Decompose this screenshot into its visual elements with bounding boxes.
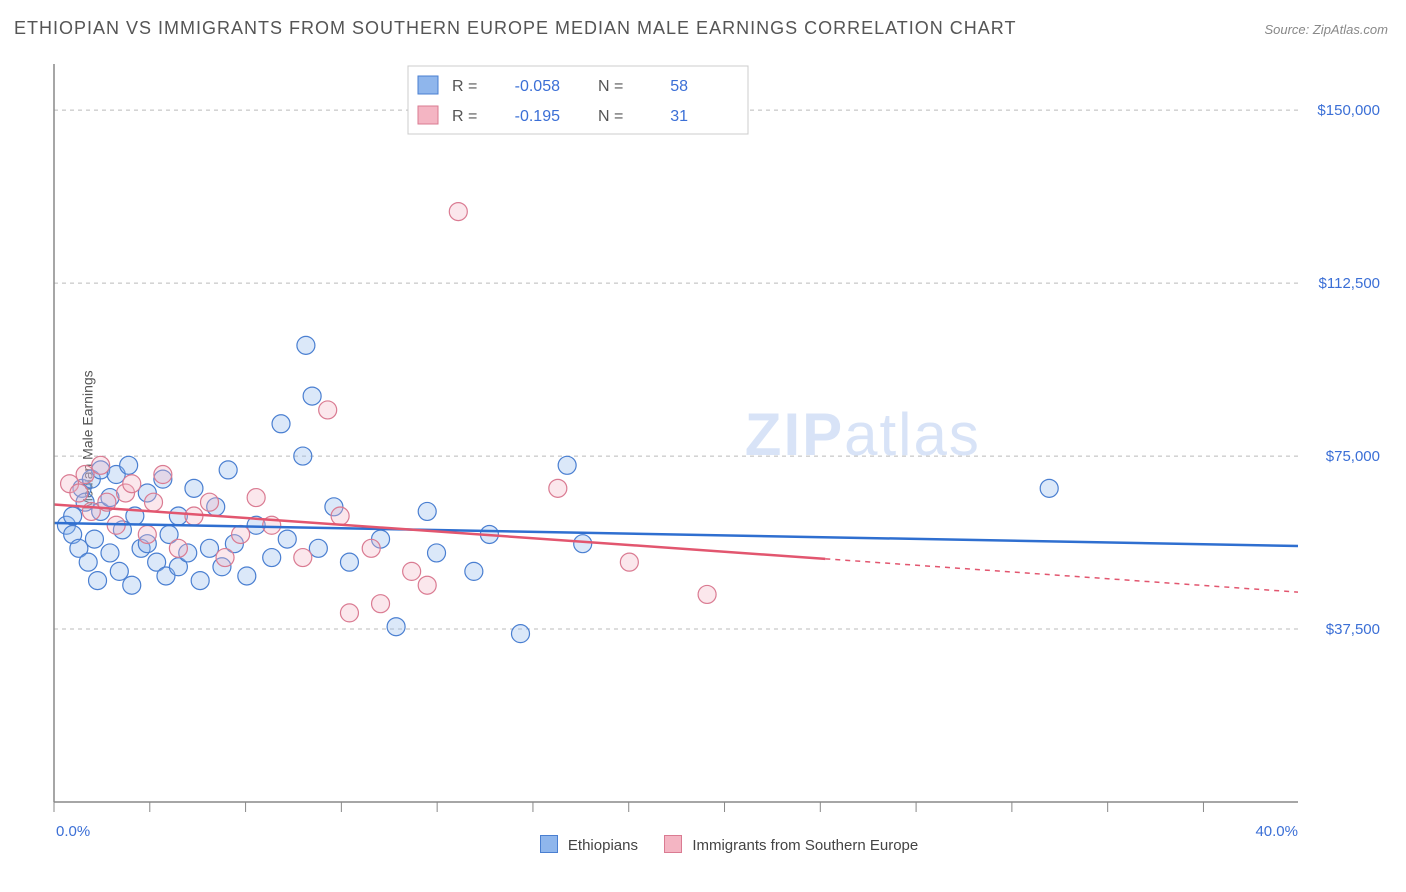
legend-swatch-southern-europe — [664, 835, 682, 853]
stats-r-label: R = — [452, 78, 477, 95]
data-point — [154, 466, 172, 484]
data-point — [331, 507, 349, 525]
data-point — [85, 530, 103, 548]
data-point — [340, 604, 358, 622]
data-point — [191, 572, 209, 590]
y-tick-label: $37,500 — [1326, 621, 1380, 638]
data-point — [362, 539, 380, 557]
data-point — [70, 484, 88, 502]
data-point — [169, 539, 187, 557]
stats-n-value: 58 — [670, 78, 688, 95]
legend-label-ethiopians: Ethiopians — [568, 837, 638, 854]
data-point — [558, 456, 576, 474]
data-point — [294, 549, 312, 567]
data-point — [574, 535, 592, 553]
y-tick-label: $150,000 — [1317, 102, 1380, 119]
y-tick-label: $75,000 — [1326, 448, 1380, 465]
legend-label-southern-europe: Immigrants from Southern Europe — [692, 837, 918, 854]
data-point — [232, 525, 250, 543]
data-point — [219, 461, 237, 479]
data-point — [278, 530, 296, 548]
data-point — [303, 387, 321, 405]
source-value: ZipAtlas.com — [1313, 22, 1388, 37]
data-point — [138, 525, 156, 543]
data-point — [465, 562, 483, 580]
data-point — [372, 595, 390, 613]
stats-r-label: R = — [452, 108, 477, 125]
plot-area: Median Male Earnings $37,500$75,000$112,… — [48, 60, 1388, 820]
data-point — [238, 567, 256, 585]
data-point — [1040, 479, 1058, 497]
data-point — [101, 544, 119, 562]
source-label: Source: — [1264, 22, 1312, 37]
stats-swatch — [418, 76, 438, 94]
data-point — [418, 576, 436, 594]
data-point — [185, 479, 203, 497]
legend-swatch-ethiopians — [540, 835, 558, 853]
data-point — [82, 502, 100, 520]
data-point — [216, 549, 234, 567]
data-point — [263, 549, 281, 567]
chart-title: ETHIOPIAN VS IMMIGRANTS FROM SOUTHERN EU… — [14, 18, 1016, 39]
legend: Ethiopians Immigrants from Southern Euro… — [48, 835, 1388, 854]
data-point — [418, 502, 436, 520]
stats-n-label: N = — [598, 78, 623, 95]
data-point — [76, 466, 94, 484]
data-point — [449, 203, 467, 221]
stats-r-value: -0.058 — [515, 78, 560, 95]
data-point — [698, 585, 716, 603]
data-point — [294, 447, 312, 465]
stats-n-value: 31 — [670, 108, 688, 125]
scatter-plot-svg: $37,500$75,000$112,500$150,000ZIPatlas0.… — [48, 60, 1388, 820]
data-point — [145, 493, 163, 511]
stats-swatch — [418, 106, 438, 124]
data-point — [120, 456, 138, 474]
data-point — [319, 401, 337, 419]
data-point — [309, 539, 327, 557]
stats-n-label: N = — [598, 108, 623, 125]
data-point — [512, 625, 530, 643]
data-point — [247, 489, 265, 507]
data-point — [272, 415, 290, 433]
data-point — [123, 576, 141, 594]
source-attribution: Source: ZipAtlas.com — [1264, 22, 1388, 37]
data-point — [123, 475, 141, 493]
data-point — [403, 562, 421, 580]
trend-line-southern-europe-extrapolated — [825, 559, 1298, 592]
data-point — [340, 553, 358, 571]
data-point — [428, 544, 446, 562]
data-point — [110, 562, 128, 580]
data-point — [297, 336, 315, 354]
data-point — [201, 493, 219, 511]
data-point — [387, 618, 405, 636]
data-point — [620, 553, 638, 571]
y-tick-label: $112,500 — [1319, 275, 1380, 292]
data-point — [549, 479, 567, 497]
watermark: ZIPatlas — [745, 401, 981, 468]
data-point — [92, 456, 110, 474]
data-point — [201, 539, 219, 557]
data-point — [79, 553, 97, 571]
stats-r-value: -0.195 — [515, 108, 560, 125]
data-point — [89, 572, 107, 590]
